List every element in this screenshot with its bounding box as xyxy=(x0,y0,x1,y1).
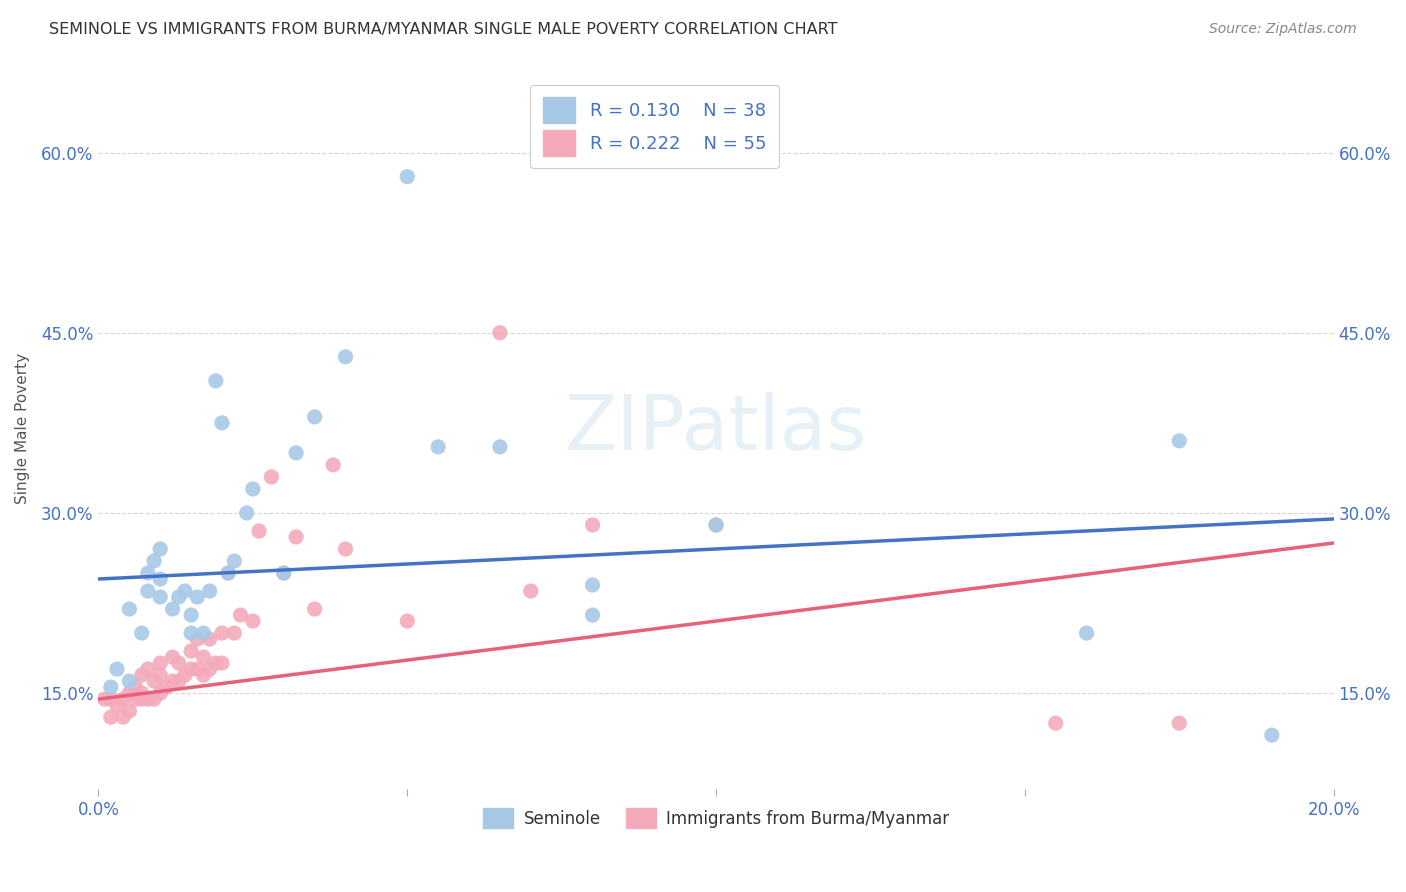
Point xyxy=(186,590,208,604)
Point xyxy=(396,614,419,628)
Point xyxy=(198,662,221,676)
Point xyxy=(149,572,172,586)
Point xyxy=(198,584,221,599)
Y-axis label: Single Male Poverty: Single Male Poverty xyxy=(15,353,30,505)
Point xyxy=(193,650,215,665)
Point xyxy=(143,674,166,689)
Point xyxy=(396,169,419,184)
Point xyxy=(247,524,270,538)
Point xyxy=(118,704,141,718)
Point xyxy=(149,656,172,670)
Point xyxy=(211,626,233,640)
Point xyxy=(224,626,246,640)
Point xyxy=(180,662,202,676)
Point xyxy=(131,692,153,706)
Point xyxy=(118,602,141,616)
Point xyxy=(204,656,226,670)
Point xyxy=(186,662,208,676)
Point xyxy=(193,626,215,640)
Point xyxy=(224,554,246,568)
Point xyxy=(273,566,295,580)
Point xyxy=(162,674,184,689)
Point xyxy=(242,482,264,496)
Point xyxy=(180,608,202,623)
Point xyxy=(217,566,239,580)
Point xyxy=(143,692,166,706)
Text: SEMINOLE VS IMMIGRANTS FROM BURMA/MYANMAR SINGLE MALE POVERTY CORRELATION CHART: SEMINOLE VS IMMIGRANTS FROM BURMA/MYANMA… xyxy=(49,22,838,37)
Point xyxy=(136,692,159,706)
Point xyxy=(112,710,135,724)
Point xyxy=(335,350,357,364)
Point xyxy=(242,614,264,628)
Point xyxy=(235,506,257,520)
Point xyxy=(322,458,344,472)
Point xyxy=(167,674,190,689)
Text: Source: ZipAtlas.com: Source: ZipAtlas.com xyxy=(1209,22,1357,37)
Point xyxy=(489,326,512,340)
Point xyxy=(162,650,184,665)
Point xyxy=(198,632,221,646)
Point xyxy=(704,518,727,533)
Point xyxy=(100,710,122,724)
Point xyxy=(167,590,190,604)
Point xyxy=(167,656,190,670)
Point xyxy=(136,662,159,676)
Point xyxy=(217,566,239,580)
Point xyxy=(1168,716,1191,731)
Point xyxy=(93,692,115,706)
Point xyxy=(1261,728,1284,742)
Point xyxy=(100,692,122,706)
Point xyxy=(162,602,184,616)
Point xyxy=(149,590,172,604)
Point xyxy=(136,584,159,599)
Point xyxy=(260,470,283,484)
Point xyxy=(229,608,252,623)
Point xyxy=(489,440,512,454)
Point xyxy=(124,680,146,694)
Point xyxy=(285,530,308,544)
Point xyxy=(155,680,177,694)
Point xyxy=(143,554,166,568)
Point xyxy=(180,644,202,658)
Point xyxy=(118,674,141,689)
Point xyxy=(581,518,603,533)
Point xyxy=(131,686,153,700)
Text: ZIPatlas: ZIPatlas xyxy=(565,392,868,466)
Point xyxy=(112,692,135,706)
Point xyxy=(193,668,215,682)
Point xyxy=(427,440,450,454)
Point xyxy=(131,668,153,682)
Point xyxy=(118,686,141,700)
Point xyxy=(124,692,146,706)
Point xyxy=(149,668,172,682)
Point xyxy=(520,584,543,599)
Point xyxy=(704,518,727,533)
Point xyxy=(105,698,128,713)
Point xyxy=(335,541,357,556)
Point xyxy=(149,541,172,556)
Point xyxy=(100,680,122,694)
Point xyxy=(581,608,603,623)
Point xyxy=(180,626,202,640)
Point xyxy=(204,374,226,388)
Point xyxy=(136,566,159,580)
Point xyxy=(174,584,197,599)
Point xyxy=(149,686,172,700)
Point xyxy=(211,656,233,670)
Point xyxy=(131,626,153,640)
Point xyxy=(186,632,208,646)
Point xyxy=(304,409,326,424)
Point xyxy=(1168,434,1191,448)
Point xyxy=(105,662,128,676)
Legend: Seminole, Immigrants from Burma/Myanmar: Seminole, Immigrants from Burma/Myanmar xyxy=(477,801,955,835)
Point xyxy=(304,602,326,616)
Point xyxy=(581,578,603,592)
Point xyxy=(273,566,295,580)
Point xyxy=(211,416,233,430)
Point xyxy=(1076,626,1098,640)
Point xyxy=(174,668,197,682)
Point xyxy=(1045,716,1067,731)
Point xyxy=(285,446,308,460)
